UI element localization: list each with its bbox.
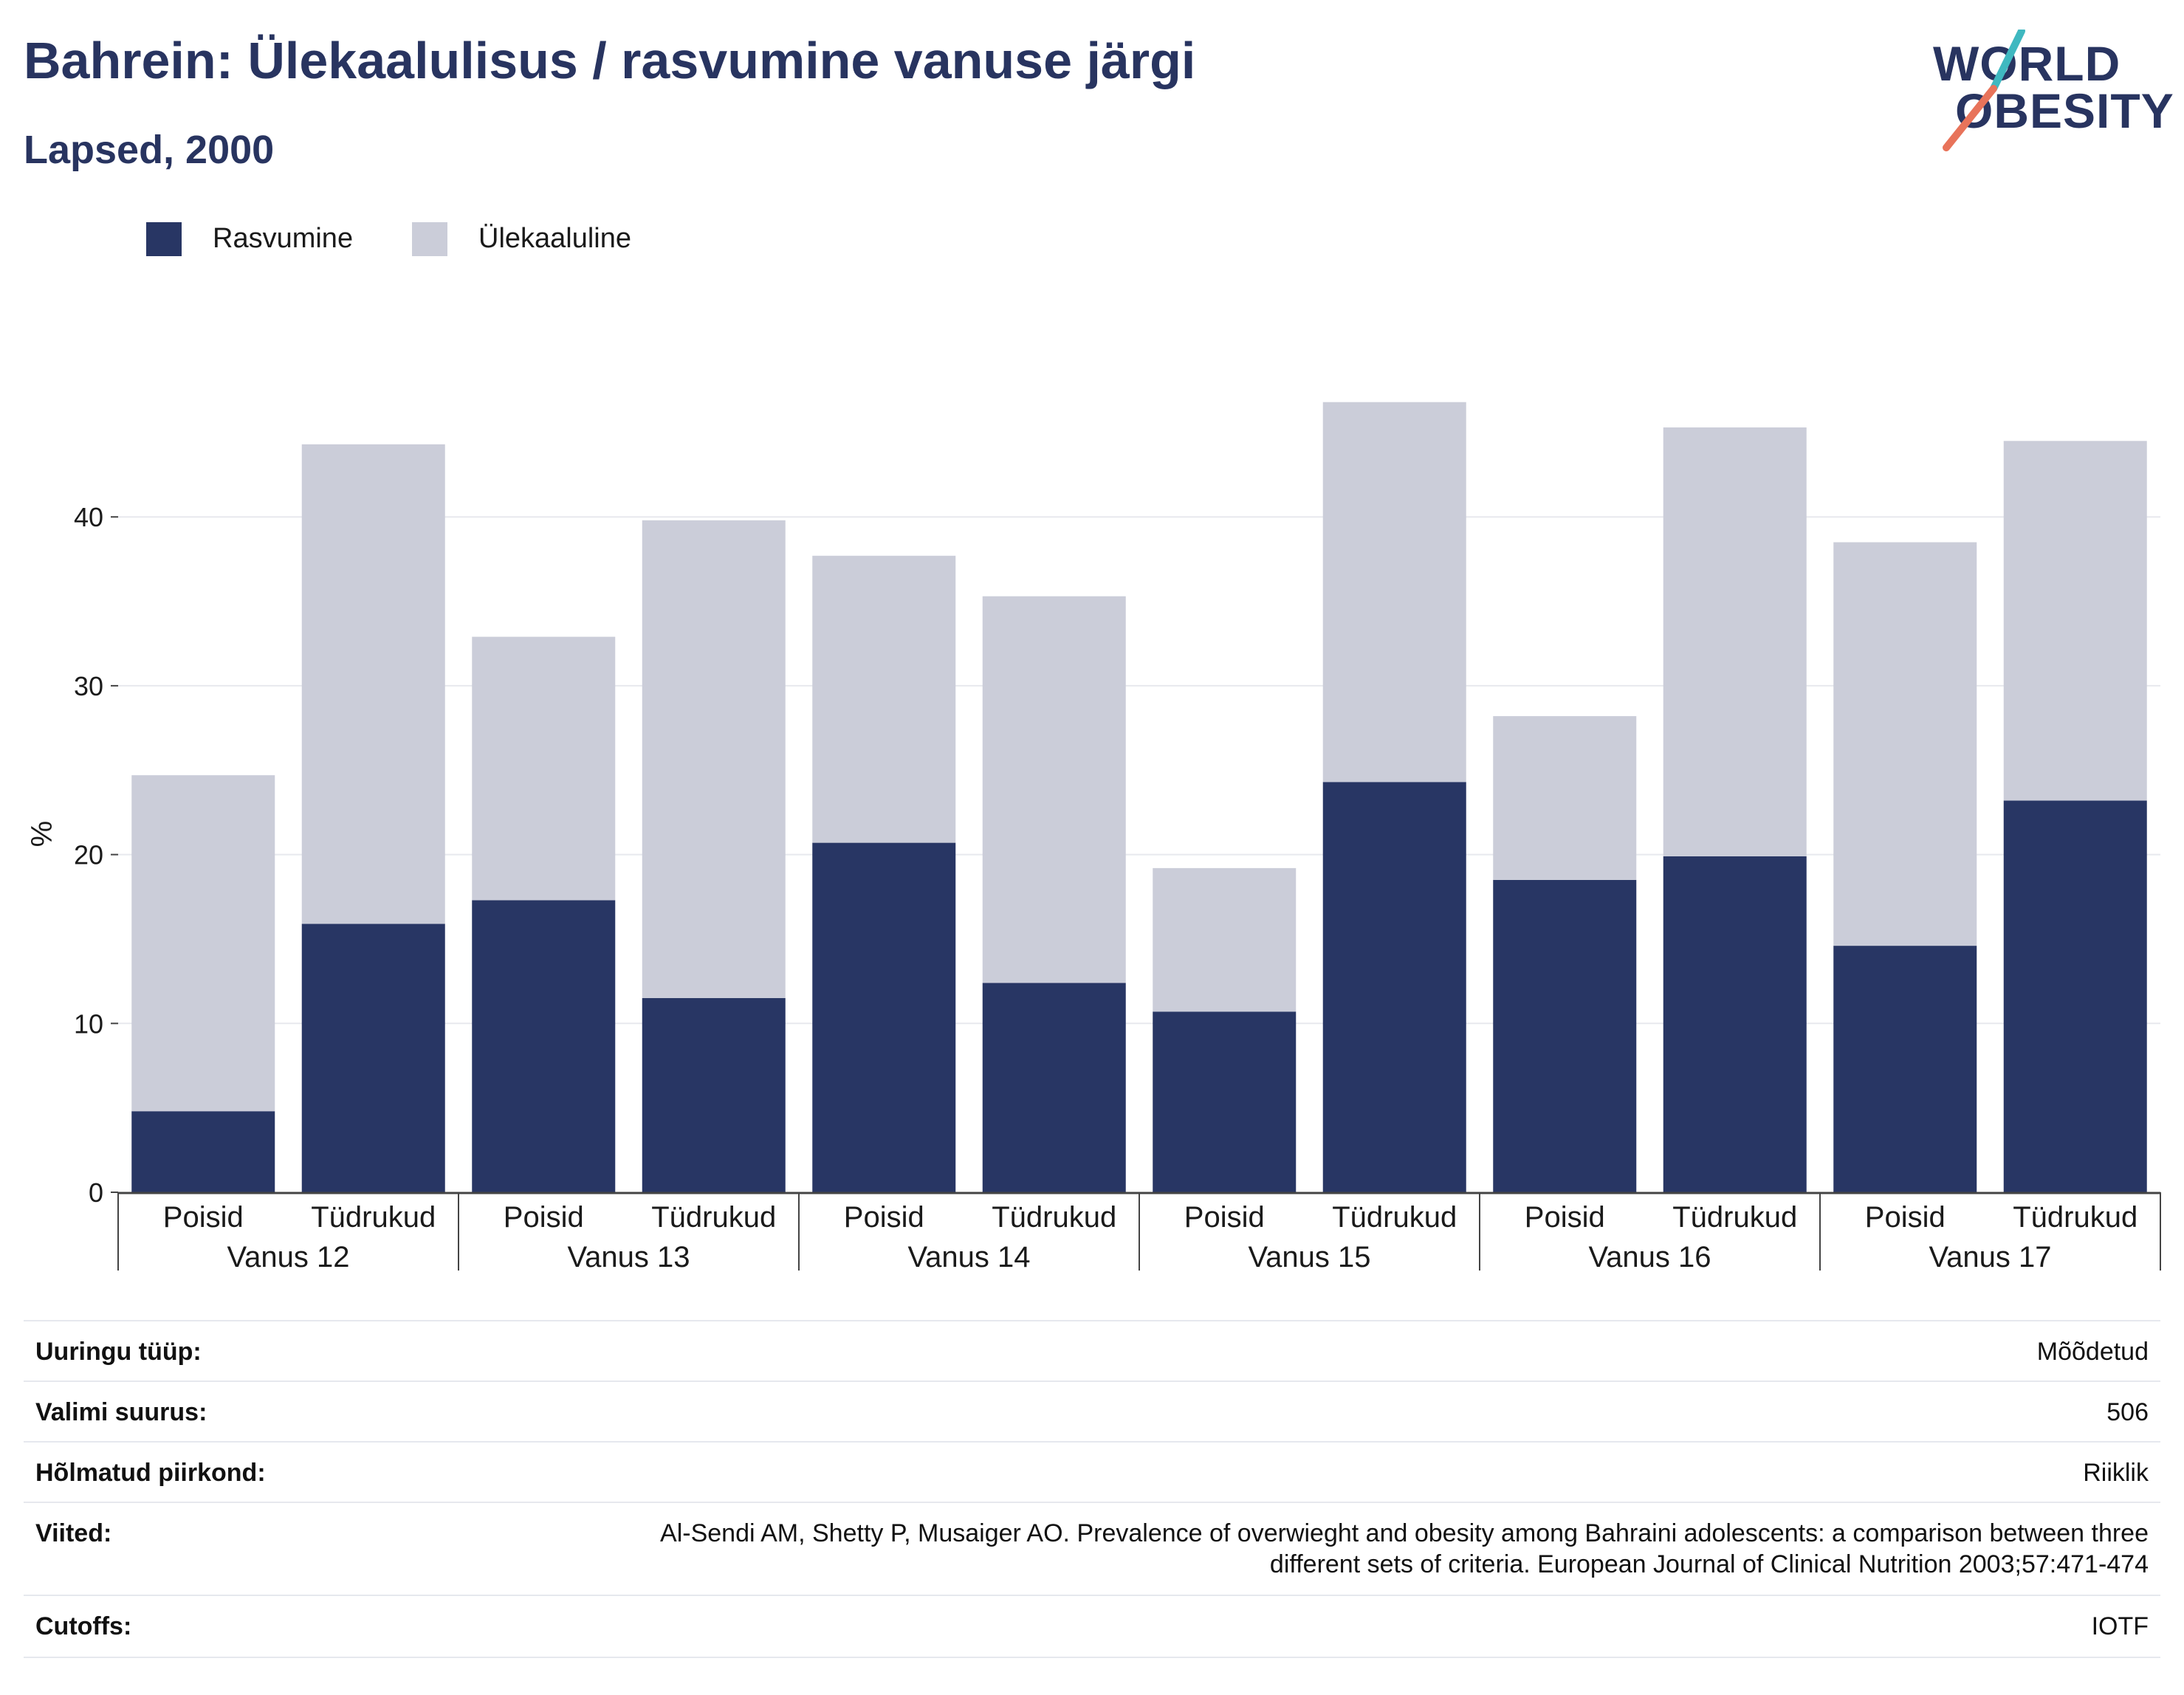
bar-obesity-4 [812, 842, 956, 1192]
bar-overweight-7 [1322, 402, 1466, 783]
bar-obesity-1 [301, 924, 445, 1192]
x-tick-label-2: Poisid [504, 1201, 584, 1234]
x-tick-label-6: Poisid [1184, 1201, 1265, 1234]
bar-obesity-5 [982, 983, 1126, 1192]
bar-obesity-11 [2003, 800, 2147, 1192]
bar-obesity-2 [472, 900, 616, 1192]
meta-key-references: Viited: [35, 1519, 112, 1547]
bar-overweight-9 [1663, 427, 1807, 856]
x-tick-label-4: Poisid [844, 1201, 924, 1234]
x-tick-label-1: Tüdrukud [311, 1201, 436, 1234]
y-tick-label-40: 40 [74, 502, 103, 532]
bar-overweight-1 [301, 444, 445, 924]
x-tick-label-8: Poisid [1525, 1201, 1605, 1234]
meta-row-references: Viited: Al-Sendi AM, Shetty P, Musaiger … [24, 1502, 2160, 1595]
x-tick-label-0: Poisid [163, 1201, 244, 1234]
bar-obesity-0 [131, 1111, 275, 1192]
meta-key-sample-size: Valimi suurus: [35, 1398, 207, 1426]
meta-value-references-line1: Al-Sendi AM, Shetty P, Musaiger AO. Prev… [660, 1519, 2149, 1547]
bar-overweight-6 [1153, 867, 1297, 1012]
y-tick-label-10: 10 [74, 1008, 103, 1039]
meta-value-survey-type: Mõõdetud [2036, 1338, 2149, 1366]
group-label-2: Vanus 14 [907, 1241, 1030, 1273]
legend-label-overweight: Ülekaaluline [478, 223, 632, 254]
stacked-bar-chart: 0 10 20 30 40% Poisid Tüdrukud Poisid Tüdrukud Po… [26, 402, 2161, 1273]
logo-slash-icon [1943, 30, 2025, 151]
meta-row-survey-type: Uuringu tüüp: Mõõdetud [24, 1320, 2160, 1381]
meta-row-cutoffs: Cutoffs: IOTF [24, 1595, 2160, 1658]
meta-key-survey-type: Uuringu tüüp: [35, 1338, 202, 1366]
meta-row-sample-size: Valimi suurus: 506 [24, 1381, 2160, 1441]
bar-overweight-5 [982, 596, 1126, 983]
bar-obesity-6 [1153, 1011, 1297, 1192]
meta-value-cutoffs: IOTF [2091, 1612, 2149, 1640]
x-tick-label-9: Tüdrukud [1672, 1201, 1797, 1234]
study-info-table: Uuringu tüüp: Mõõdetud Valimi suurus: 50… [24, 1320, 2160, 1658]
bar-obesity-9 [1663, 856, 1807, 1192]
group-label-4: Vanus 16 [1588, 1241, 1711, 1273]
x-tick-label-10: Poisid [1865, 1201, 1946, 1234]
meta-row-coverage: Hõlmatud piirkond: Riiklik [24, 1441, 2160, 1502]
bar-obesity-3 [642, 997, 786, 1192]
bar-overweight-3 [642, 520, 786, 998]
meta-value-coverage: Riiklik [2083, 1459, 2149, 1487]
bar-overweight-2 [472, 636, 616, 901]
chart-subtitle: Lapsed, 2000 [24, 128, 275, 172]
bar-overweight-11 [2003, 441, 2147, 801]
group-label-3: Vanus 15 [1248, 1241, 1370, 1273]
legend-swatch-overweight [412, 222, 447, 256]
meta-key-coverage: Hõlmatud piirkond: [35, 1459, 266, 1487]
y-tick-label-30: 30 [74, 671, 103, 701]
group-label-5: Vanus 17 [1929, 1241, 2051, 1273]
bar-obesity-8 [1493, 879, 1637, 1192]
legend-swatch-obesity [146, 222, 182, 256]
bar-obesity-10 [1833, 946, 1977, 1192]
bar-overweight-8 [1493, 716, 1637, 880]
bar-obesity-7 [1322, 782, 1466, 1192]
logo-line-1: WORLD [1933, 36, 2121, 91]
world-obesity-logo: WORLD OBESITY [1920, 30, 2174, 155]
x-tick-label-5: Tüdrukud [992, 1201, 1116, 1234]
meta-key-cutoffs: Cutoffs: [35, 1612, 132, 1640]
y-axis-label: % [26, 821, 58, 848]
x-tick-label-7: Tüdrukud [1332, 1201, 1457, 1234]
bar-overweight-10 [1833, 542, 1977, 946]
bar-overweight-0 [131, 775, 275, 1112]
group-label-1: Vanus 13 [567, 1241, 690, 1273]
meta-value-references-line2: different sets of criteria. European Jou… [1269, 1550, 2149, 1578]
group-label-0: Vanus 12 [227, 1241, 349, 1273]
y-tick-label-0: 0 [89, 1177, 103, 1208]
y-tick-label-20: 20 [74, 840, 103, 870]
meta-value-sample-size: 506 [2106, 1398, 2149, 1426]
legend-label-obesity: Rasvumine [213, 223, 354, 254]
x-tick-label-11: Tüdrukud [2013, 1201, 2137, 1234]
bar-overweight-4 [812, 555, 956, 843]
x-tick-label-3: Tüdrukud [651, 1201, 776, 1234]
chart-title: Bahrein: Ülekaalulisus / rasvumine vanus… [24, 32, 1196, 89]
